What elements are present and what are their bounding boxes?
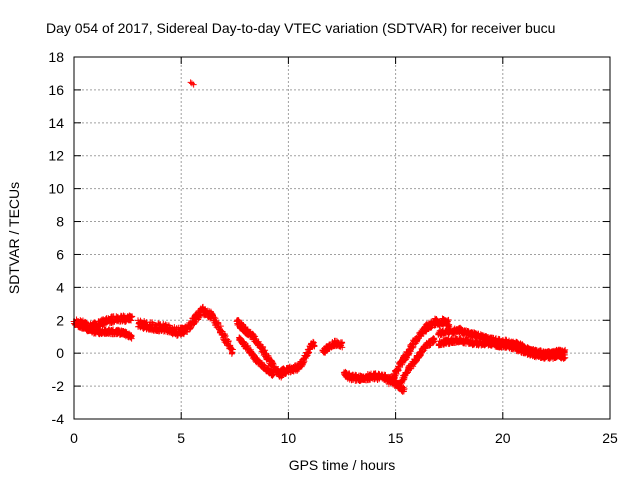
series-band-10 xyxy=(397,335,438,390)
data-point xyxy=(221,332,228,339)
y-tick-label: 4 xyxy=(56,279,64,295)
x-tick-label: 15 xyxy=(388,430,404,446)
data-point xyxy=(187,79,194,86)
y-tick-label: 2 xyxy=(56,312,64,328)
data-point xyxy=(174,332,181,339)
axis-ticks: -4 -2 0 2 4 6 8 10 12 14 16 18 0 5 10 15 20 25 xyxy=(48,49,618,446)
data-point xyxy=(127,316,134,323)
data-point xyxy=(188,324,195,331)
data-point xyxy=(401,386,408,393)
series-band-4 xyxy=(233,317,286,381)
data-point xyxy=(215,319,222,326)
data-point xyxy=(445,316,452,323)
data-point xyxy=(219,328,226,335)
data-point xyxy=(229,349,236,356)
series-band-13 xyxy=(521,344,569,359)
data-point xyxy=(305,350,311,357)
data-point xyxy=(252,333,259,340)
data-point xyxy=(269,372,276,379)
data-point xyxy=(129,313,136,320)
y-tick-label: 18 xyxy=(48,49,64,65)
data-point xyxy=(431,336,438,343)
data-markers xyxy=(70,79,569,395)
y-axis-label: SDTVAR / TECUs xyxy=(6,182,22,294)
grid-lines xyxy=(74,57,610,419)
y-tick-label: 12 xyxy=(48,148,64,164)
data-point xyxy=(403,370,410,377)
data-point xyxy=(561,349,568,356)
data-point xyxy=(410,343,417,350)
y-tick-label: 6 xyxy=(56,246,64,262)
series-band-7 xyxy=(319,337,346,356)
x-tick-label: 25 xyxy=(602,430,618,446)
x-tick-label: 20 xyxy=(495,430,511,446)
data-point xyxy=(250,351,257,358)
chart-title: Day 054 of 2017, Sidereal Day-to-day VTE… xyxy=(46,20,555,36)
y-tick-label: 10 xyxy=(48,181,64,197)
data-point xyxy=(562,346,569,353)
data-point xyxy=(270,371,277,378)
series-band-6 xyxy=(276,338,318,379)
data-point xyxy=(149,319,156,326)
y-tick-label: 8 xyxy=(56,214,64,230)
data-point xyxy=(430,336,437,343)
data-point xyxy=(128,335,135,342)
data-point xyxy=(339,344,346,351)
series-band-2 xyxy=(74,320,135,342)
x-tick-label: 0 xyxy=(70,430,78,446)
series-band-11 xyxy=(435,324,528,352)
data-point xyxy=(420,331,427,338)
data-point xyxy=(190,81,197,88)
x-tick-label: 10 xyxy=(281,430,297,446)
data-point xyxy=(310,338,317,345)
x-tick-label: 5 xyxy=(177,430,185,446)
outlier-points xyxy=(187,79,197,88)
y-tick-label: 0 xyxy=(56,345,64,361)
series-band-9 xyxy=(385,315,453,388)
data-point xyxy=(417,352,424,359)
series-band-3 xyxy=(135,303,236,357)
data-point xyxy=(229,346,236,353)
x-axis-label: GPS time / hours xyxy=(289,457,396,473)
y-tick-label: -4 xyxy=(52,411,65,427)
y-tick-label: 16 xyxy=(48,82,64,98)
data-point xyxy=(311,342,318,349)
data-point xyxy=(270,360,277,367)
plot-frame xyxy=(73,56,611,420)
data-point xyxy=(422,345,429,352)
series-band-5 xyxy=(236,334,277,379)
y-tick-label: -2 xyxy=(52,378,65,394)
data-point xyxy=(303,353,310,360)
data-point xyxy=(306,349,313,356)
y-tick-label: 14 xyxy=(48,115,64,131)
data-point xyxy=(339,339,346,346)
